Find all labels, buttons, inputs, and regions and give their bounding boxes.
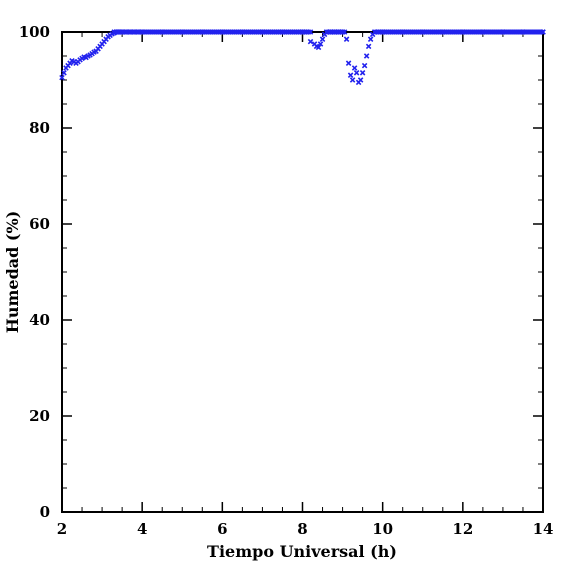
y-tick-label: 20 (29, 407, 50, 425)
x-tick-label: 14 (533, 520, 554, 538)
x-tick-label: 2 (57, 520, 67, 538)
plot-frame (61, 31, 544, 513)
y-tick-label: 60 (29, 215, 50, 233)
data-point (351, 65, 358, 71)
data-point (367, 36, 374, 42)
data-point (353, 70, 360, 76)
data-point (59, 74, 65, 81)
data-point (361, 62, 368, 69)
data-point (341, 29, 348, 35)
y-tick-label: 0 (40, 503, 50, 521)
x-tick-label: 12 (452, 520, 473, 538)
data-point (540, 29, 546, 35)
y-tick-label: 80 (29, 119, 50, 137)
data-point (357, 77, 364, 83)
data-markers (59, 29, 546, 86)
data-point (347, 72, 354, 78)
data-point (363, 53, 370, 59)
data-point (61, 70, 67, 76)
data-point (317, 41, 324, 47)
data-point (345, 60, 352, 66)
data-point (307, 38, 314, 45)
y-axis-label: Humedad (%) (3, 211, 22, 334)
major-ticks (61, 31, 544, 513)
data-point (349, 77, 356, 83)
data-point (315, 44, 322, 51)
data-point (359, 70, 366, 76)
data-point (319, 36, 326, 42)
data-point (307, 29, 314, 35)
x-axis-label: Tiempo Universal (h) (207, 542, 397, 561)
x-tick-label: 8 (297, 520, 307, 538)
x-tick-label: 6 (217, 520, 227, 538)
minor-ticks (62, 32, 543, 512)
x-tick-label: 10 (372, 520, 393, 538)
y-tick-label: 100 (19, 23, 50, 41)
y-tick-label: 40 (29, 311, 50, 329)
x-tick-label: 4 (137, 520, 147, 538)
x-tick-labels: 2 4 6 8 10 12 14 (57, 520, 554, 538)
data-point (365, 43, 372, 50)
data-point (343, 36, 350, 42)
y-tick-labels: 0 20 40 60 80 100 (19, 23, 50, 521)
